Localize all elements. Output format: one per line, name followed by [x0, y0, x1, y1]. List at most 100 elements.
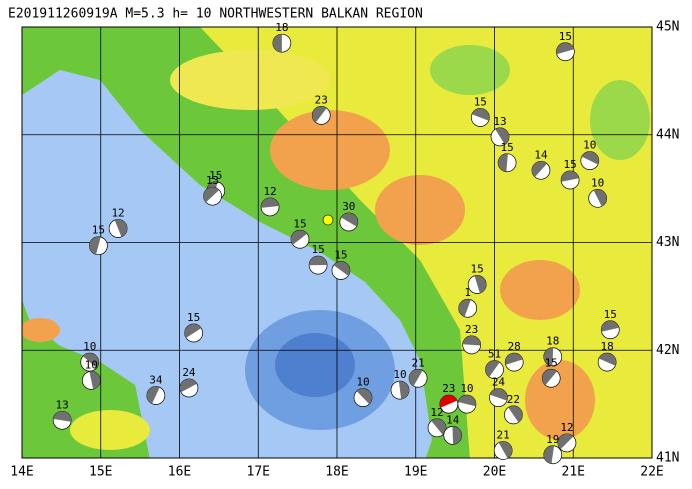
focal-mechanism: 10 [588, 176, 608, 208]
beachball-quadrant [179, 378, 197, 393]
focal-mechanism: 15 [556, 30, 575, 62]
focal-mechanism: 22 [504, 393, 523, 425]
x-tick-label: 20E [483, 465, 506, 480]
focal-mechanism: 19 [543, 433, 563, 465]
focal-mechanism: 23 [311, 93, 331, 125]
beachball-quadrant [542, 369, 557, 386]
focal-mechanism: 23 [462, 323, 482, 355]
depth-label: 12 [430, 406, 443, 419]
depth-label: 30 [342, 200, 355, 213]
focal-mechanism: 18 [597, 340, 617, 372]
depth-label: 24 [182, 366, 196, 379]
beachball-quadrant [471, 108, 490, 121]
beachball-quadrant [598, 353, 617, 366]
focal-mechanism: 10 [353, 376, 373, 408]
focal-mechanism: 30 [339, 200, 359, 232]
depth-label: 23 [465, 323, 478, 336]
x-tick-label: 18E [325, 465, 348, 480]
beachball-quadrant [309, 256, 328, 266]
beachball-quadrant [184, 324, 202, 338]
depth-label: 34 [149, 374, 163, 387]
beachball-quadrant [431, 418, 446, 435]
x-tick-label: 22E [640, 465, 663, 480]
depth-label: 18 [546, 335, 559, 348]
depth-label: 10 [393, 368, 406, 381]
y-tick-label: 42N [656, 343, 679, 358]
depth-label: 15 [311, 243, 324, 256]
depth-label: 15 [92, 224, 105, 237]
beachball-quadrant [561, 171, 579, 182]
depth-label: 28 [508, 340, 521, 353]
depth-label: 15 [187, 311, 200, 324]
beachball-quadrant [581, 151, 599, 165]
beachball-quadrant [89, 371, 101, 390]
beachball-quadrant [333, 261, 350, 276]
beachball-quadrant [341, 213, 358, 227]
depth-label: 10 [591, 176, 604, 189]
focal-mechanism: 10 [580, 139, 600, 170]
beachball-quadrant [498, 441, 513, 459]
depth-label: 10 [583, 139, 596, 152]
beachball-quadrant [474, 275, 487, 294]
depth-label: 23 [442, 382, 455, 395]
beachball-quadrant [452, 426, 462, 445]
depth-label: 21 [497, 428, 510, 441]
focal-mechanism: 13 [490, 115, 510, 147]
depth-label: 10 [460, 382, 473, 395]
focal-mechanism: 13 [203, 174, 222, 206]
depth-label: 15 [545, 356, 558, 369]
focal-mechanism: 13 [52, 398, 72, 430]
depth-label: 51 [488, 348, 501, 361]
depth-label: 10 [85, 358, 98, 371]
focal-mechanism: 12 [427, 406, 447, 438]
map-title: E201911260919A M=5.3 h= 10 NORTHWESTERN … [8, 7, 423, 22]
focal-mechanism: 21 [408, 356, 428, 388]
x-tick-label: 21E [562, 465, 585, 480]
depth-label: 12 [263, 185, 276, 198]
focal-mechanism: 10 [390, 368, 410, 400]
focal-mechanism: 15 [467, 263, 487, 294]
depth-label: 23 [315, 93, 328, 106]
beachball-quadrant [82, 353, 99, 369]
beachball-quadrant [398, 381, 409, 400]
beachball-quadrant [498, 153, 508, 172]
y-tick-label: 45N [656, 20, 679, 35]
depth-label: 15 [500, 141, 513, 154]
focal-mechanism: 15 [560, 158, 580, 190]
depth-label: 15 [563, 158, 576, 171]
focal-mechanism: 12 [260, 185, 280, 217]
focal-mechanism: 10 [457, 382, 477, 414]
depth-label: 1 [464, 286, 471, 299]
beachball-quadrant [312, 106, 327, 123]
terrain [22, 27, 652, 458]
focal-mechanism: 15 [497, 141, 517, 173]
depth-label: 10 [356, 376, 369, 389]
depth-label: 15 [293, 217, 306, 230]
depth-label: 18 [600, 340, 613, 353]
beachball-quadrant [114, 219, 128, 237]
focal-mechanism: 24 [489, 376, 508, 408]
focal-mechanism: 18 [543, 335, 563, 367]
beachball-quadrant [508, 405, 523, 423]
x-tick-label: 16E [168, 465, 191, 480]
depth-label: 15 [471, 263, 484, 276]
focal-mechanism: 28 [504, 340, 524, 372]
x-tick-label: 14E [10, 465, 33, 480]
depth-label: 12 [111, 206, 124, 219]
x-tick-label: 17E [247, 465, 270, 480]
focal-mechanism: 10 [81, 358, 101, 390]
focal-mechanism: 10 [80, 340, 100, 372]
focal-mechanism: 14 [531, 148, 551, 180]
depth-label: 22 [507, 393, 520, 406]
depth-label: 13 [493, 115, 506, 128]
depth-label: 21 [411, 356, 424, 369]
y-tick-label: 41N [656, 451, 679, 466]
focal-mechanism: 15 [541, 356, 561, 388]
focal-mechanism: 15 [470, 96, 490, 127]
focal-mechanism: 12 [557, 421, 577, 453]
focal-mechanism: 34 [146, 374, 166, 405]
depth-label: 13 [56, 398, 69, 411]
depth-label: 13 [206, 174, 219, 187]
depth-label: 18 [275, 21, 288, 34]
